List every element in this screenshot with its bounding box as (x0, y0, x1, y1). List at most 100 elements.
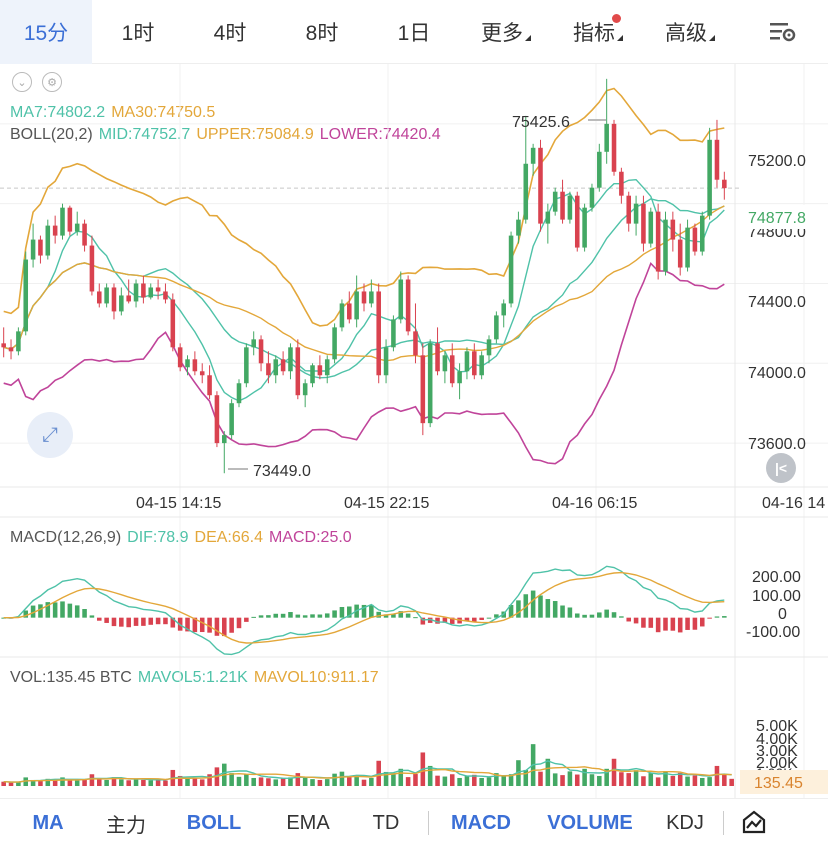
indicator-main[interactable]: 主力 (106, 814, 146, 837)
indicator-boll[interactable]: BOLL (186, 811, 242, 834)
macd-histogram-bar (30, 605, 36, 618)
volume-bar (119, 779, 124, 786)
tab-8h[interactable]: 8时 (305, 21, 339, 45)
volume-bar (597, 775, 602, 786)
macd-histogram-bar (420, 617, 426, 625)
divider (428, 811, 429, 835)
ma7-label: MA7:74802.2 (10, 104, 106, 121)
candle-body (119, 295, 124, 312)
candle-body (530, 147, 536, 164)
tab-indicators[interactable]: 指标 (552, 0, 644, 64)
volume-bar (324, 779, 330, 786)
macd-histogram-bar (699, 617, 705, 627)
candle-body (699, 215, 705, 252)
macd-legend: MACD(12,26,9) DIF:78.9 DEA:66.4 MACD:25.0 (10, 529, 358, 547)
volume-bar (722, 774, 727, 786)
candle-body (214, 395, 220, 444)
candle-body (185, 359, 190, 368)
volume-bar (23, 777, 29, 786)
macd-histogram-bar (552, 601, 558, 618)
macd-histogram-bar (486, 617, 492, 619)
indicator-ema[interactable]: EMA (286, 811, 330, 834)
macd-histogram-bar (479, 617, 484, 621)
collapse-legend-button[interactable]: ⌄ (12, 72, 32, 92)
macd-value-label: MACD:25.0 (269, 529, 352, 546)
divider (723, 811, 724, 835)
volume-bar (449, 774, 455, 786)
tab-more[interactable]: 更多 (460, 0, 552, 64)
indicator-settings-button[interactable]: ⚙ (42, 72, 62, 92)
macd-histogram-bar (692, 617, 698, 630)
candle-body (427, 343, 433, 424)
macd-histogram-bar (89, 615, 95, 618)
tab-4h[interactable]: 4时 (213, 21, 247, 45)
volume-bar (163, 780, 168, 786)
volume-bar (133, 778, 139, 786)
candle-body (60, 207, 65, 236)
drawing-tools-button[interactable] (724, 810, 784, 836)
candle-body (354, 291, 359, 320)
caret-icon (617, 34, 623, 41)
macd-tick: 200.00 (752, 569, 801, 586)
macd-histogram-bar (442, 617, 448, 623)
macd-histogram-bar (67, 603, 73, 618)
macd-histogram-bar (560, 605, 565, 618)
tab-advanced[interactable]: 高级 (644, 0, 736, 64)
candle-body (641, 203, 646, 244)
candle-body (383, 347, 389, 376)
vol-tick: 5.00K (756, 718, 798, 735)
candle-body (288, 347, 293, 372)
volume-bar (619, 772, 624, 786)
candlesticks (1, 78, 727, 474)
volume-bar (707, 777, 712, 786)
tab-15m[interactable]: 15分 (0, 0, 92, 64)
volume-bar (714, 765, 720, 786)
macd-histogram-bar (288, 612, 293, 618)
fullscreen-button[interactable]: ⤢ (27, 412, 73, 458)
macd-histogram-bar (163, 617, 168, 625)
macd-histogram-bar (199, 617, 205, 633)
candle-body (1, 343, 6, 348)
volume-bar (30, 779, 36, 786)
chart-settings-button[interactable] (736, 0, 828, 64)
tab-1h[interactable]: 1时 (121, 21, 155, 45)
macd-histogram-bar (361, 604, 367, 618)
volume-bar (199, 779, 205, 786)
volume-bar (464, 775, 470, 786)
grid-lines (0, 64, 828, 798)
volume-panel (1, 744, 734, 786)
candle-body (229, 403, 234, 436)
candle-body (30, 239, 36, 260)
macd-histogram-bar (332, 610, 337, 618)
kline-chart[interactable]: 75200.0 74800.0 74400.0 74000.0 73600.0 … (0, 0, 828, 798)
volume-bar (207, 774, 212, 786)
volume-bar (280, 778, 286, 786)
volume-bar (148, 780, 154, 786)
indicator-macd[interactable]: MACD (451, 811, 511, 834)
candle-body (494, 315, 499, 340)
candle-body (648, 211, 654, 244)
candle-body (552, 191, 558, 212)
macd-histogram-bar (369, 604, 374, 618)
candle-body (589, 187, 595, 208)
macd-histogram-bar (310, 614, 315, 618)
indicator-volume[interactable]: VOLUME (547, 811, 633, 834)
volume-bar (60, 777, 65, 786)
scroll-to-latest-button[interactable]: |< (766, 453, 796, 483)
indicator-kdj[interactable]: KDJ (666, 811, 704, 834)
high-price-label: 75425.6 (512, 114, 570, 131)
tab-1d[interactable]: 1日 (397, 21, 431, 45)
candle-body (722, 179, 727, 189)
candle-body (420, 355, 426, 424)
volume-bar (648, 773, 654, 786)
macd-histogram-bar (545, 599, 551, 618)
indicator-ma[interactable]: MA (32, 811, 64, 834)
indicator-buttons: ⌄ ⚙ (12, 72, 62, 92)
candle-body (611, 123, 617, 172)
candle-body (413, 331, 418, 356)
indicator-td[interactable]: TD (372, 811, 400, 834)
macd-histogram-bar (251, 616, 256, 618)
candle-body (714, 139, 720, 180)
candle-body (302, 383, 308, 396)
candle-body (567, 195, 573, 220)
